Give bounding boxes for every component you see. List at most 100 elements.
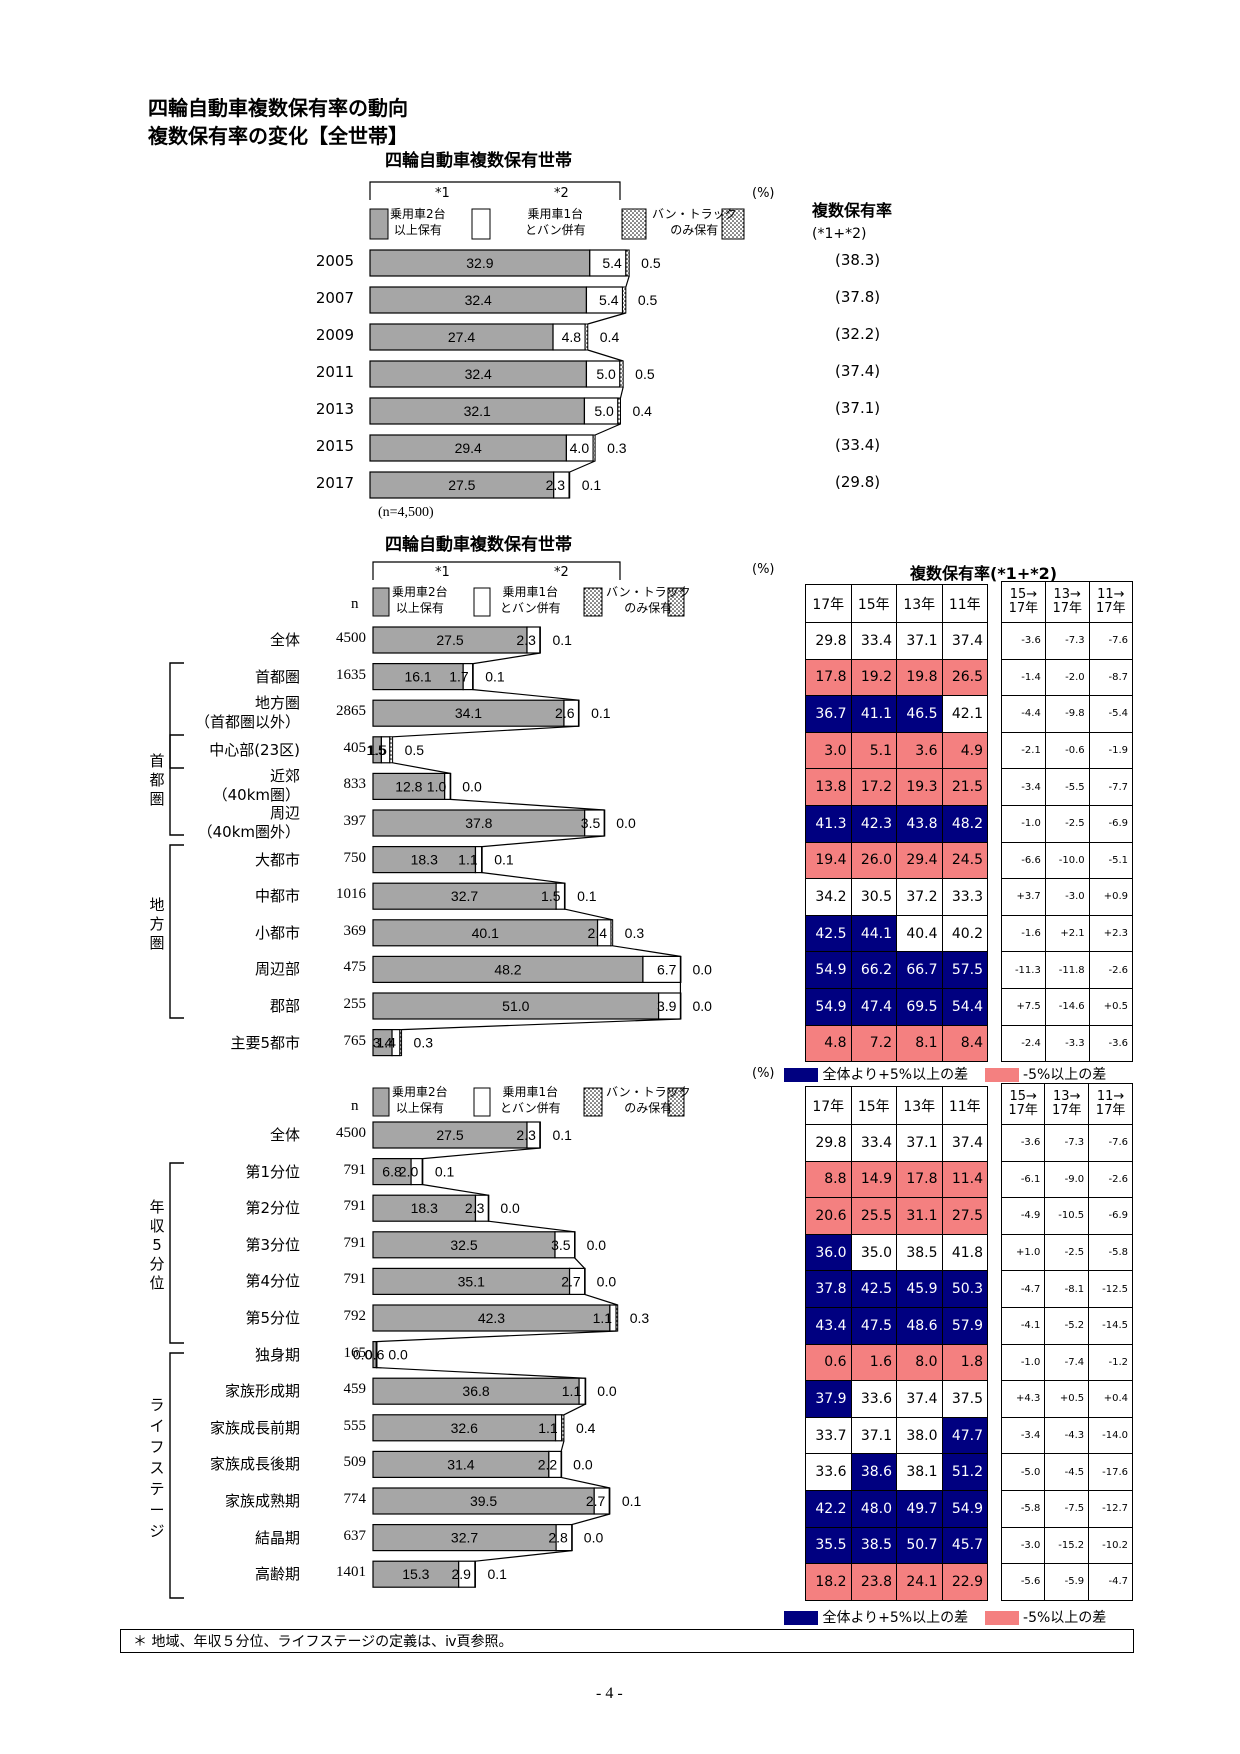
rate-cell: 54.4 <box>941 987 988 1026</box>
bar-van-only <box>584 1377 587 1405</box>
legend-dot-swatch <box>583 587 603 617</box>
bar-value-van-only: 0.0 <box>597 1273 617 1289</box>
rate-cell: 8.4 <box>941 1024 988 1063</box>
legend-white-line1: 乗用車1台 <box>502 585 559 599</box>
legend-dot-swatch <box>721 208 745 240</box>
row-label: 第2分位 <box>245 1199 300 1218</box>
year-label: 2017 <box>315 474 354 492</box>
bar-connector <box>473 652 541 665</box>
diff-cell: -6.6 <box>1001 841 1046 880</box>
diff-cell: -2.6 <box>1088 951 1134 989</box>
n-value: 459 <box>343 1381 367 1398</box>
bar-connector <box>569 460 596 473</box>
bar-connector <box>475 1550 572 1562</box>
rate-cell: 43.4 <box>805 1306 852 1345</box>
rate-cell: 37.4 <box>941 622 988 660</box>
rate-cell: 38.5 <box>850 1526 897 1565</box>
diff-cell: -5.5 <box>1044 768 1090 806</box>
bar-value-car-and-van: 1.1 <box>538 1420 558 1436</box>
diff-cell: -4.4 <box>1001 695 1046 733</box>
bar-value-car-and-van: 1.5 <box>541 888 561 904</box>
bar-van-only <box>481 846 483 874</box>
chart2-n-label: n <box>351 596 359 612</box>
bar-value-two-cars: 40.1 <box>472 925 499 941</box>
legend-dot-line1: バン・トラック <box>652 207 737 221</box>
bar-van-only <box>571 1524 573 1552</box>
diff-cell: -3.3 <box>1044 1024 1090 1063</box>
bar-value-two-cars: 35.1 <box>458 1273 485 1289</box>
rate-cell: 54.9 <box>941 1489 988 1528</box>
table1-title: 複数保有率(*1+*2) <box>910 564 1058 583</box>
bar-two-cars <box>372 1414 557 1442</box>
bar-van-only <box>561 1414 565 1442</box>
row-label: 家族形成期 <box>224 1382 300 1401</box>
legend-white-line2: とバン併有 <box>500 601 561 615</box>
legend-gray-swatch <box>372 1087 390 1117</box>
bar-value-van-only: 0.5 <box>405 742 425 758</box>
bar-two-cars <box>372 919 599 947</box>
diff-cell: -11.3 <box>1001 951 1046 989</box>
bar-value-van-only: 0.1 <box>582 477 602 493</box>
rate-cell: 47.5 <box>850 1306 897 1345</box>
chart1-legend-gray: 乗用車2台 以上保有 <box>390 206 446 238</box>
row-label: 主要5都市 <box>230 1033 300 1052</box>
rate-cell: 36.7 <box>805 695 852 733</box>
bar-connector <box>587 349 624 362</box>
rate-value: (37.8) <box>835 288 881 306</box>
year-label: 2005 <box>315 252 354 270</box>
bar-connector <box>482 835 605 848</box>
row-label: 結晶期 <box>254 1528 300 1547</box>
bar-two-cars <box>369 434 567 462</box>
diff-cell: -4.3 <box>1044 1416 1090 1455</box>
rate-cell: 49.7 <box>896 1489 943 1528</box>
year-header: 13年 <box>896 584 943 623</box>
diff-cell: -7.6 <box>1088 1124 1133 1162</box>
rate-cell: 29.8 <box>805 1124 852 1162</box>
bar-value-van-only: 0.1 <box>591 705 611 721</box>
diff-cell: -6.9 <box>1088 1197 1133 1235</box>
bar-connector <box>392 725 580 738</box>
bar-van-only <box>389 736 394 764</box>
legend-dot-swatch <box>667 1087 685 1117</box>
bar-connector <box>625 275 630 288</box>
row-label: 独身期 <box>254 1345 300 1364</box>
chart3-unit: (%) <box>752 1066 775 1081</box>
diff-cell: -1.9 <box>1088 731 1134 770</box>
bar-value-van-only: 0.1 <box>435 1164 455 1180</box>
bar-value-van-only: 0.1 <box>487 1566 507 1582</box>
bar-van-only <box>474 1560 476 1588</box>
rate-cell: 42.3 <box>850 804 897 843</box>
diff-cell: -4.5 <box>1044 1453 1090 1491</box>
bar-two-cars <box>369 397 586 425</box>
legend-gray-line1: 乗用車2台 <box>392 1085 448 1099</box>
bar-value-two-cars: 16.1 <box>404 669 431 685</box>
bar-connector <box>587 312 627 325</box>
rate-cell: 54.9 <box>805 951 852 989</box>
bracket-top <box>369 181 621 200</box>
bar-van-only <box>421 1158 424 1186</box>
diff-cell: -2.6 <box>1088 1160 1133 1199</box>
bar-value-car-and-van: 1.5 <box>366 742 386 758</box>
row-label: 近郊 <box>269 767 300 786</box>
legend-gray-swatch <box>369 208 389 240</box>
rate-cell: 20.6 <box>805 1197 852 1235</box>
rate-cell: 37.2 <box>896 878 943 916</box>
bar-value-car-and-van: 1.1 <box>458 852 478 868</box>
rate-cell: 57.5 <box>941 951 988 989</box>
n-value: 637 <box>343 1527 367 1544</box>
rate-cell: 48.2 <box>941 804 988 843</box>
bar-value-van-only: 0.5 <box>638 292 658 308</box>
legend-gray-swatch <box>372 587 390 617</box>
diff-cell: -3.6 <box>1088 1024 1134 1063</box>
rate-cell: 54.9 <box>805 987 852 1026</box>
n-value: 369 <box>343 922 367 939</box>
group-label-life: ライフステージ <box>149 1396 165 1540</box>
table1-legend: 全体より+5%以上の差 -5%以上の差 <box>784 1064 1106 1084</box>
rate-cell: 25.5 <box>850 1197 897 1235</box>
legend-dot-swatch <box>583 1087 603 1117</box>
row-label: 周辺部 <box>254 960 300 979</box>
bar-value-car-and-van: 2.2 <box>538 1456 558 1472</box>
bar-connector <box>619 386 624 399</box>
bar-value-two-cars: 0.6 <box>365 1347 385 1363</box>
diff-header: 15→ 17年 <box>1001 581 1046 623</box>
